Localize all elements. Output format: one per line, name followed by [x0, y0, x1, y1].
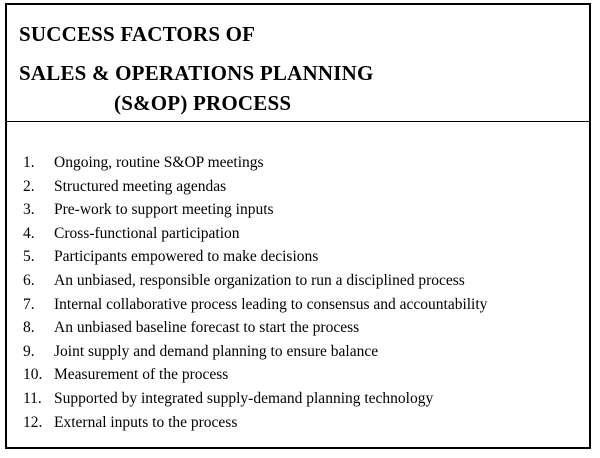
list-item: 4. Cross-functional participation [7, 222, 589, 246]
item-text: Structured meeting agendas [54, 177, 227, 195]
item-number: 8. [23, 319, 35, 337]
item-number: 7. [23, 295, 35, 313]
list-item: 10. Measurement of the process [7, 363, 589, 387]
list-item: 11. Supported by integrated supply-deman… [7, 387, 589, 411]
success-factors-list: 1. Ongoing, routine S&OP meetings 2. Str… [7, 151, 589, 434]
item-text: Participants empowered to make decisions [54, 248, 319, 266]
item-number: 4. [23, 224, 35, 242]
list-item: 12. External inputs to the process [7, 411, 589, 435]
list-item: 6. An unbiased, responsible organization… [7, 269, 589, 293]
item-text: Measurement of the process [54, 366, 229, 384]
item-text: Internal collaborative process leading t… [54, 295, 488, 313]
item-text: Supported by integrated supply-demand pl… [54, 389, 434, 407]
item-number: 9. [23, 342, 35, 360]
item-number: 5. [23, 248, 35, 266]
item-number: 3. [23, 201, 35, 219]
item-number: 1. [23, 154, 35, 171]
item-number: 11. [23, 389, 42, 407]
list-item: 2. Structured meeting agendas [7, 175, 589, 199]
item-text: Ongoing, routine S&OP meetings [54, 154, 264, 171]
title-header: SUCCESS FACTORS OF SALES & OPERATIONS PL… [7, 5, 589, 122]
item-number: 2. [23, 177, 35, 195]
success-factors-box: SUCCESS FACTORS OF SALES & OPERATIONS PL… [5, 3, 591, 449]
item-text: Cross-functional participation [54, 224, 240, 242]
list-item: 9. Joint supply and demand planning to e… [7, 340, 589, 364]
item-number: 10. [23, 366, 43, 384]
list-item: 8. An unbiased baseline forecast to star… [7, 316, 589, 340]
list-item: 7. Internal collaborative process leadin… [7, 293, 589, 317]
item-text: Joint supply and demand planning to ensu… [54, 342, 379, 360]
list-item: 1. Ongoing, routine S&OP meetings [7, 151, 589, 175]
list-item: 3. Pre-work to support meeting inputs [7, 198, 589, 222]
item-number: 12. [23, 413, 43, 431]
item-text: An unbiased, responsible organization to… [54, 271, 465, 289]
item-text: An unbiased baseline forecast to start t… [54, 319, 360, 337]
title-line-1: SUCCESS FACTORS OF [19, 22, 256, 46]
item-text: Pre-work to support meeting inputs [54, 201, 274, 219]
item-number: 6. [23, 271, 35, 289]
list-item: 5. Participants empowered to make decisi… [7, 245, 589, 269]
item-text: External inputs to the process [54, 413, 238, 431]
title-line-2: SALES & OPERATIONS PLANNING [19, 61, 374, 85]
title-line-3: (S&OP) PROCESS [114, 91, 292, 115]
